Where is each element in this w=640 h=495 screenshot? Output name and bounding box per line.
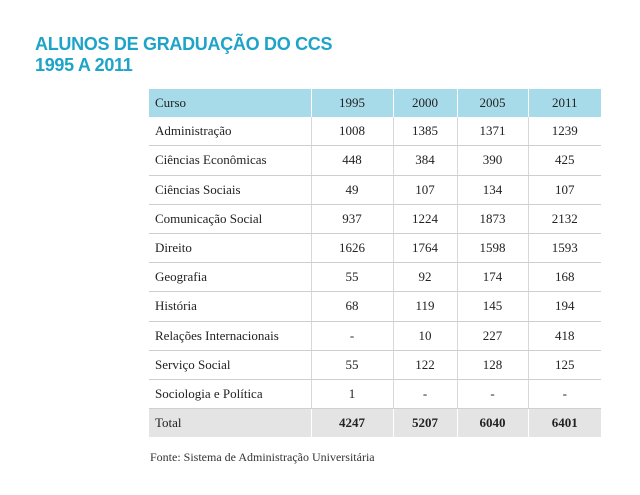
cell: Comunicação Social [149,204,311,234]
cell: 55 [310,262,393,293]
cell: 92 [392,262,457,293]
cell: 937 [310,204,393,234]
cell: 1224 [392,204,457,234]
cell: 390 [456,145,528,176]
body-row: História 68 119 145 194 [149,291,601,322]
cell: 128 [456,350,528,380]
cell: 1371 [456,117,528,147]
cell: 6401 [527,408,601,438]
cell: 1008 [310,117,393,147]
data-table: Curso 1995 2000 2005 2011 Administração 1008 13… [149,89,601,438]
cell: 119 [392,291,457,322]
cell: 418 [527,321,601,351]
title-line: 1995 A 2011 [35,55,133,75]
cell: 1873 [456,204,528,234]
cell: - [456,379,528,410]
body-row: Relações Internacionais -10 227 418 [149,321,601,351]
cell: - [392,379,457,410]
cell: 448 [310,145,393,176]
body-row: Administração 1008 1385 1371 1239 [149,117,601,147]
body-row: Ciências Sociais 49 107 134 107 [149,175,601,205]
cell: - [527,379,601,410]
body-row: Direito 1626 1764 1598 1593 [149,233,601,264]
cell: Relações Internacionais [149,321,311,351]
head-row: Curso 1995 2000 2005 2011 [149,89,601,118]
cell: 49 [310,175,393,205]
cell: 174 [456,262,528,293]
cell: 1626 [310,233,393,264]
cell: 227 [456,321,528,351]
body-row: Sociologia e Política 1- - - [149,379,601,410]
source-note: Fonte: Sistema de Administração Universi… [150,450,375,464]
cell: 1385 [392,117,457,147]
body-row: Ciências Econômicas 448 384 390 425 [149,145,601,176]
cell: 1239 [527,117,601,147]
cell: 4247 [310,408,393,438]
title: ALUNOS DE GRADUAÇÃO DO CCS 1995 A 2011 [35,34,333,76]
cell: 55 [310,350,393,380]
cell: 425 [527,145,601,176]
cell: 1764 [392,233,457,264]
cell: 2011 [527,89,601,118]
body-row: Comunicação Social 937 1224 1873 2132 [149,204,601,234]
cell: 6040 [456,408,528,438]
cell: 122 [392,350,457,380]
cell: 134 [456,175,528,205]
cell: 10 [392,321,457,351]
cell: 107 [527,175,601,205]
cell: Serviço Social [149,350,311,380]
cell: Ciências Sociais [149,175,311,205]
cell: Administração [149,117,311,147]
cell: - [310,321,393,351]
cell: Curso [149,89,311,118]
cell: 2132 [527,204,601,234]
body-row: Serviço Social 55 122 128 125 [149,350,601,380]
cell: Geografia [149,262,311,293]
cell: 1995 [310,89,393,118]
cell: Direito [149,233,311,264]
body-row: Geografia 55 92 174 168 [149,262,601,293]
cell: História [149,291,311,322]
title-line: ALUNOS DE GRADUAÇÃO DO CCS [35,34,333,54]
cell: 107 [392,175,457,205]
cell: 2005 [456,89,528,118]
cell: 5207 [392,408,457,438]
cell: 384 [392,145,457,176]
cell: 2000 [392,89,457,118]
cell: Sociologia e Política [149,379,311,410]
cell: Total [149,408,311,438]
cell: 1 [310,379,393,410]
total-row: Total 4247 5207 6040 6401 [149,408,601,438]
cell: 145 [456,291,528,322]
cell: 194 [527,291,601,322]
cell: 1598 [456,233,528,264]
cell: 125 [527,350,601,380]
cell: 1593 [527,233,601,264]
cell: Ciências Econômicas [149,145,311,176]
cell: 68 [310,291,393,322]
cell: 168 [527,262,601,293]
